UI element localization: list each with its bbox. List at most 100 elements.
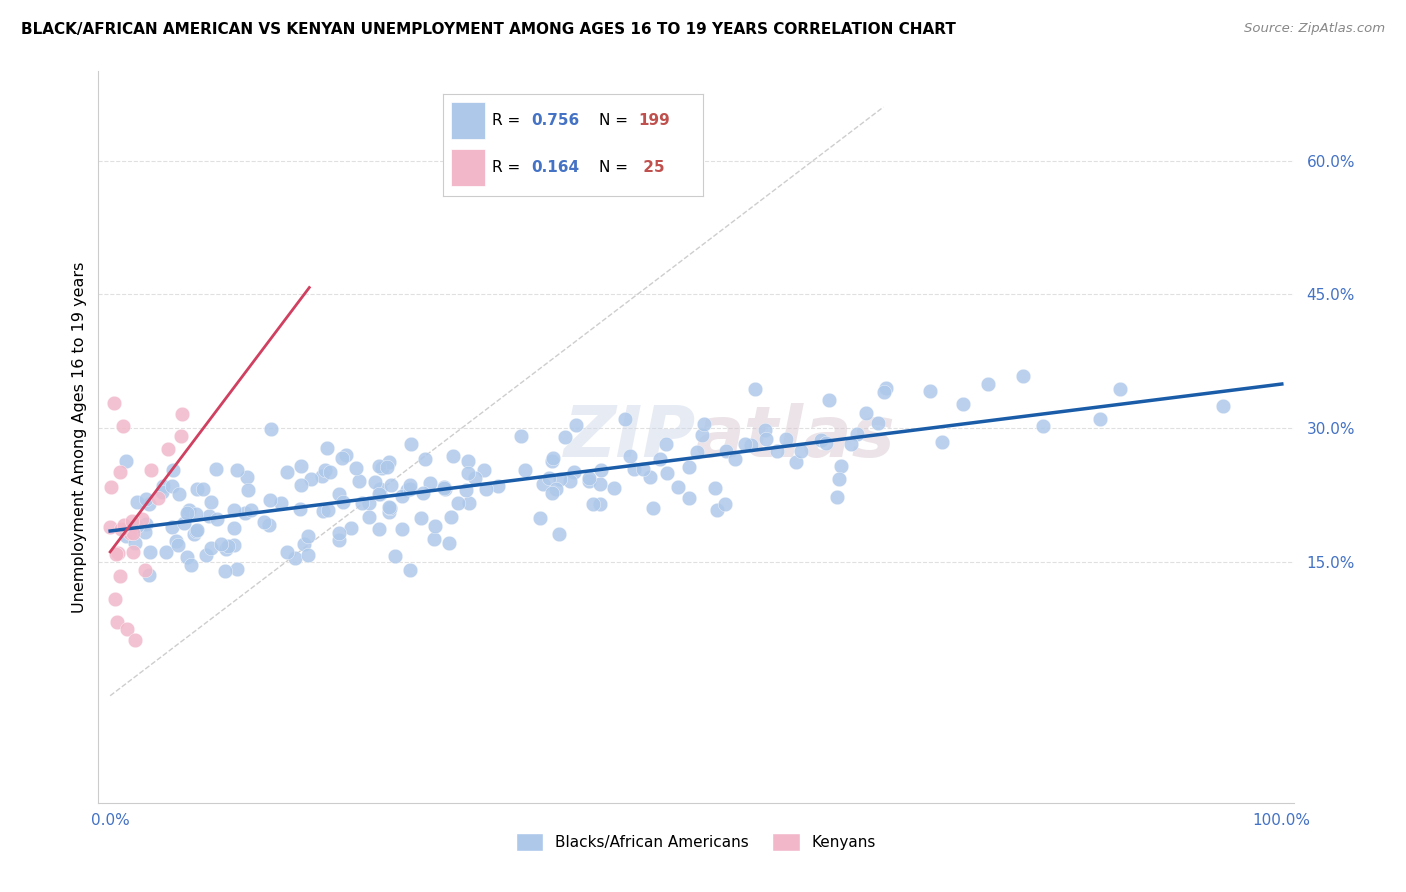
Point: [108, 569, 131, 583]
Point: [714, 443, 737, 458]
Point: [845, 427, 868, 442]
Point: [368, 487, 391, 501]
Point: [259, 493, 281, 508]
Text: BLACK/AFRICAN AMERICAN VS KENYAN UNEMPLOYMENT AMONG AGES 16 TO 19 YEARS CORRELAT: BLACK/AFRICAN AMERICAN VS KENYAN UNEMPLO…: [21, 22, 956, 37]
Point: [554, 430, 576, 444]
Text: N =: N =: [599, 160, 633, 175]
Point: [180, 558, 202, 572]
Point: [125, 519, 148, 533]
Point: [457, 466, 479, 480]
Point: [589, 497, 612, 511]
Point: [170, 428, 193, 442]
Point: [225, 463, 247, 477]
Point: [678, 491, 700, 505]
Point: [127, 495, 149, 509]
Point: [766, 443, 789, 458]
Point: [582, 497, 605, 511]
Point: [239, 503, 262, 517]
Point: [548, 472, 571, 486]
Point: [544, 482, 567, 496]
Point: [276, 544, 298, 558]
Point: [432, 480, 454, 494]
Point: [399, 437, 422, 451]
Point: [172, 407, 194, 421]
Point: [515, 463, 537, 477]
Point: [359, 510, 381, 524]
Bar: [451, 102, 485, 139]
Point: [344, 461, 367, 475]
Point: [868, 416, 890, 430]
Point: [825, 490, 848, 504]
Point: [744, 382, 766, 396]
Point: [614, 412, 637, 426]
Point: [734, 437, 756, 451]
Point: [120, 525, 142, 540]
Point: [330, 451, 353, 466]
Point: [706, 503, 728, 517]
Point: [789, 443, 811, 458]
Point: [548, 526, 571, 541]
Point: [270, 496, 292, 510]
Point: [131, 512, 153, 526]
Point: [472, 462, 495, 476]
Point: [292, 537, 315, 551]
Point: [399, 482, 422, 496]
Point: [419, 475, 441, 490]
Point: [111, 419, 134, 434]
Point: [693, 417, 716, 431]
Point: [98, 520, 121, 534]
Point: [633, 462, 655, 476]
Point: [395, 483, 418, 498]
Point: [437, 536, 460, 550]
Point: [152, 479, 174, 493]
Point: [830, 458, 852, 473]
Point: [368, 487, 391, 501]
Point: [690, 428, 713, 442]
Point: [399, 478, 422, 492]
Point: [391, 522, 413, 536]
Point: [363, 475, 385, 490]
Point: [328, 487, 350, 501]
Text: ZIP: ZIP: [564, 402, 696, 472]
Point: [486, 479, 509, 493]
Text: Source: ZipAtlas.com: Source: ZipAtlas.com: [1244, 22, 1385, 36]
Point: [110, 522, 132, 536]
Point: [457, 454, 479, 468]
Text: 0.756: 0.756: [531, 112, 579, 128]
Point: [224, 538, 246, 552]
Point: [276, 465, 298, 479]
Point: [122, 545, 145, 559]
Point: [1032, 419, 1054, 434]
Point: [648, 451, 671, 466]
Point: [655, 437, 678, 451]
Point: [537, 471, 560, 485]
Point: [236, 483, 259, 497]
Point: [328, 525, 350, 540]
Point: [332, 494, 354, 508]
Point: [399, 563, 422, 577]
Point: [375, 460, 398, 475]
Point: [134, 524, 156, 539]
Point: [775, 432, 797, 446]
Y-axis label: Unemployment Among Ages 16 to 19 years: Unemployment Among Ages 16 to 19 years: [72, 261, 87, 613]
Point: [412, 486, 434, 500]
Point: [411, 511, 433, 525]
Point: [814, 436, 837, 450]
Point: [162, 463, 184, 477]
Point: [578, 470, 600, 484]
Point: [380, 478, 402, 492]
Point: [810, 433, 832, 447]
Point: [290, 478, 312, 492]
Legend: Blacks/African Americans, Kenyans: Blacks/African Americans, Kenyans: [509, 827, 883, 857]
Point: [558, 475, 581, 489]
Point: [839, 437, 862, 451]
Point: [875, 381, 897, 395]
Point: [214, 564, 236, 578]
Point: [740, 437, 762, 451]
Point: [115, 454, 138, 468]
Point: [122, 525, 145, 540]
Point: [643, 501, 665, 516]
Point: [205, 512, 228, 526]
Point: [541, 454, 564, 468]
Point: [873, 385, 896, 400]
